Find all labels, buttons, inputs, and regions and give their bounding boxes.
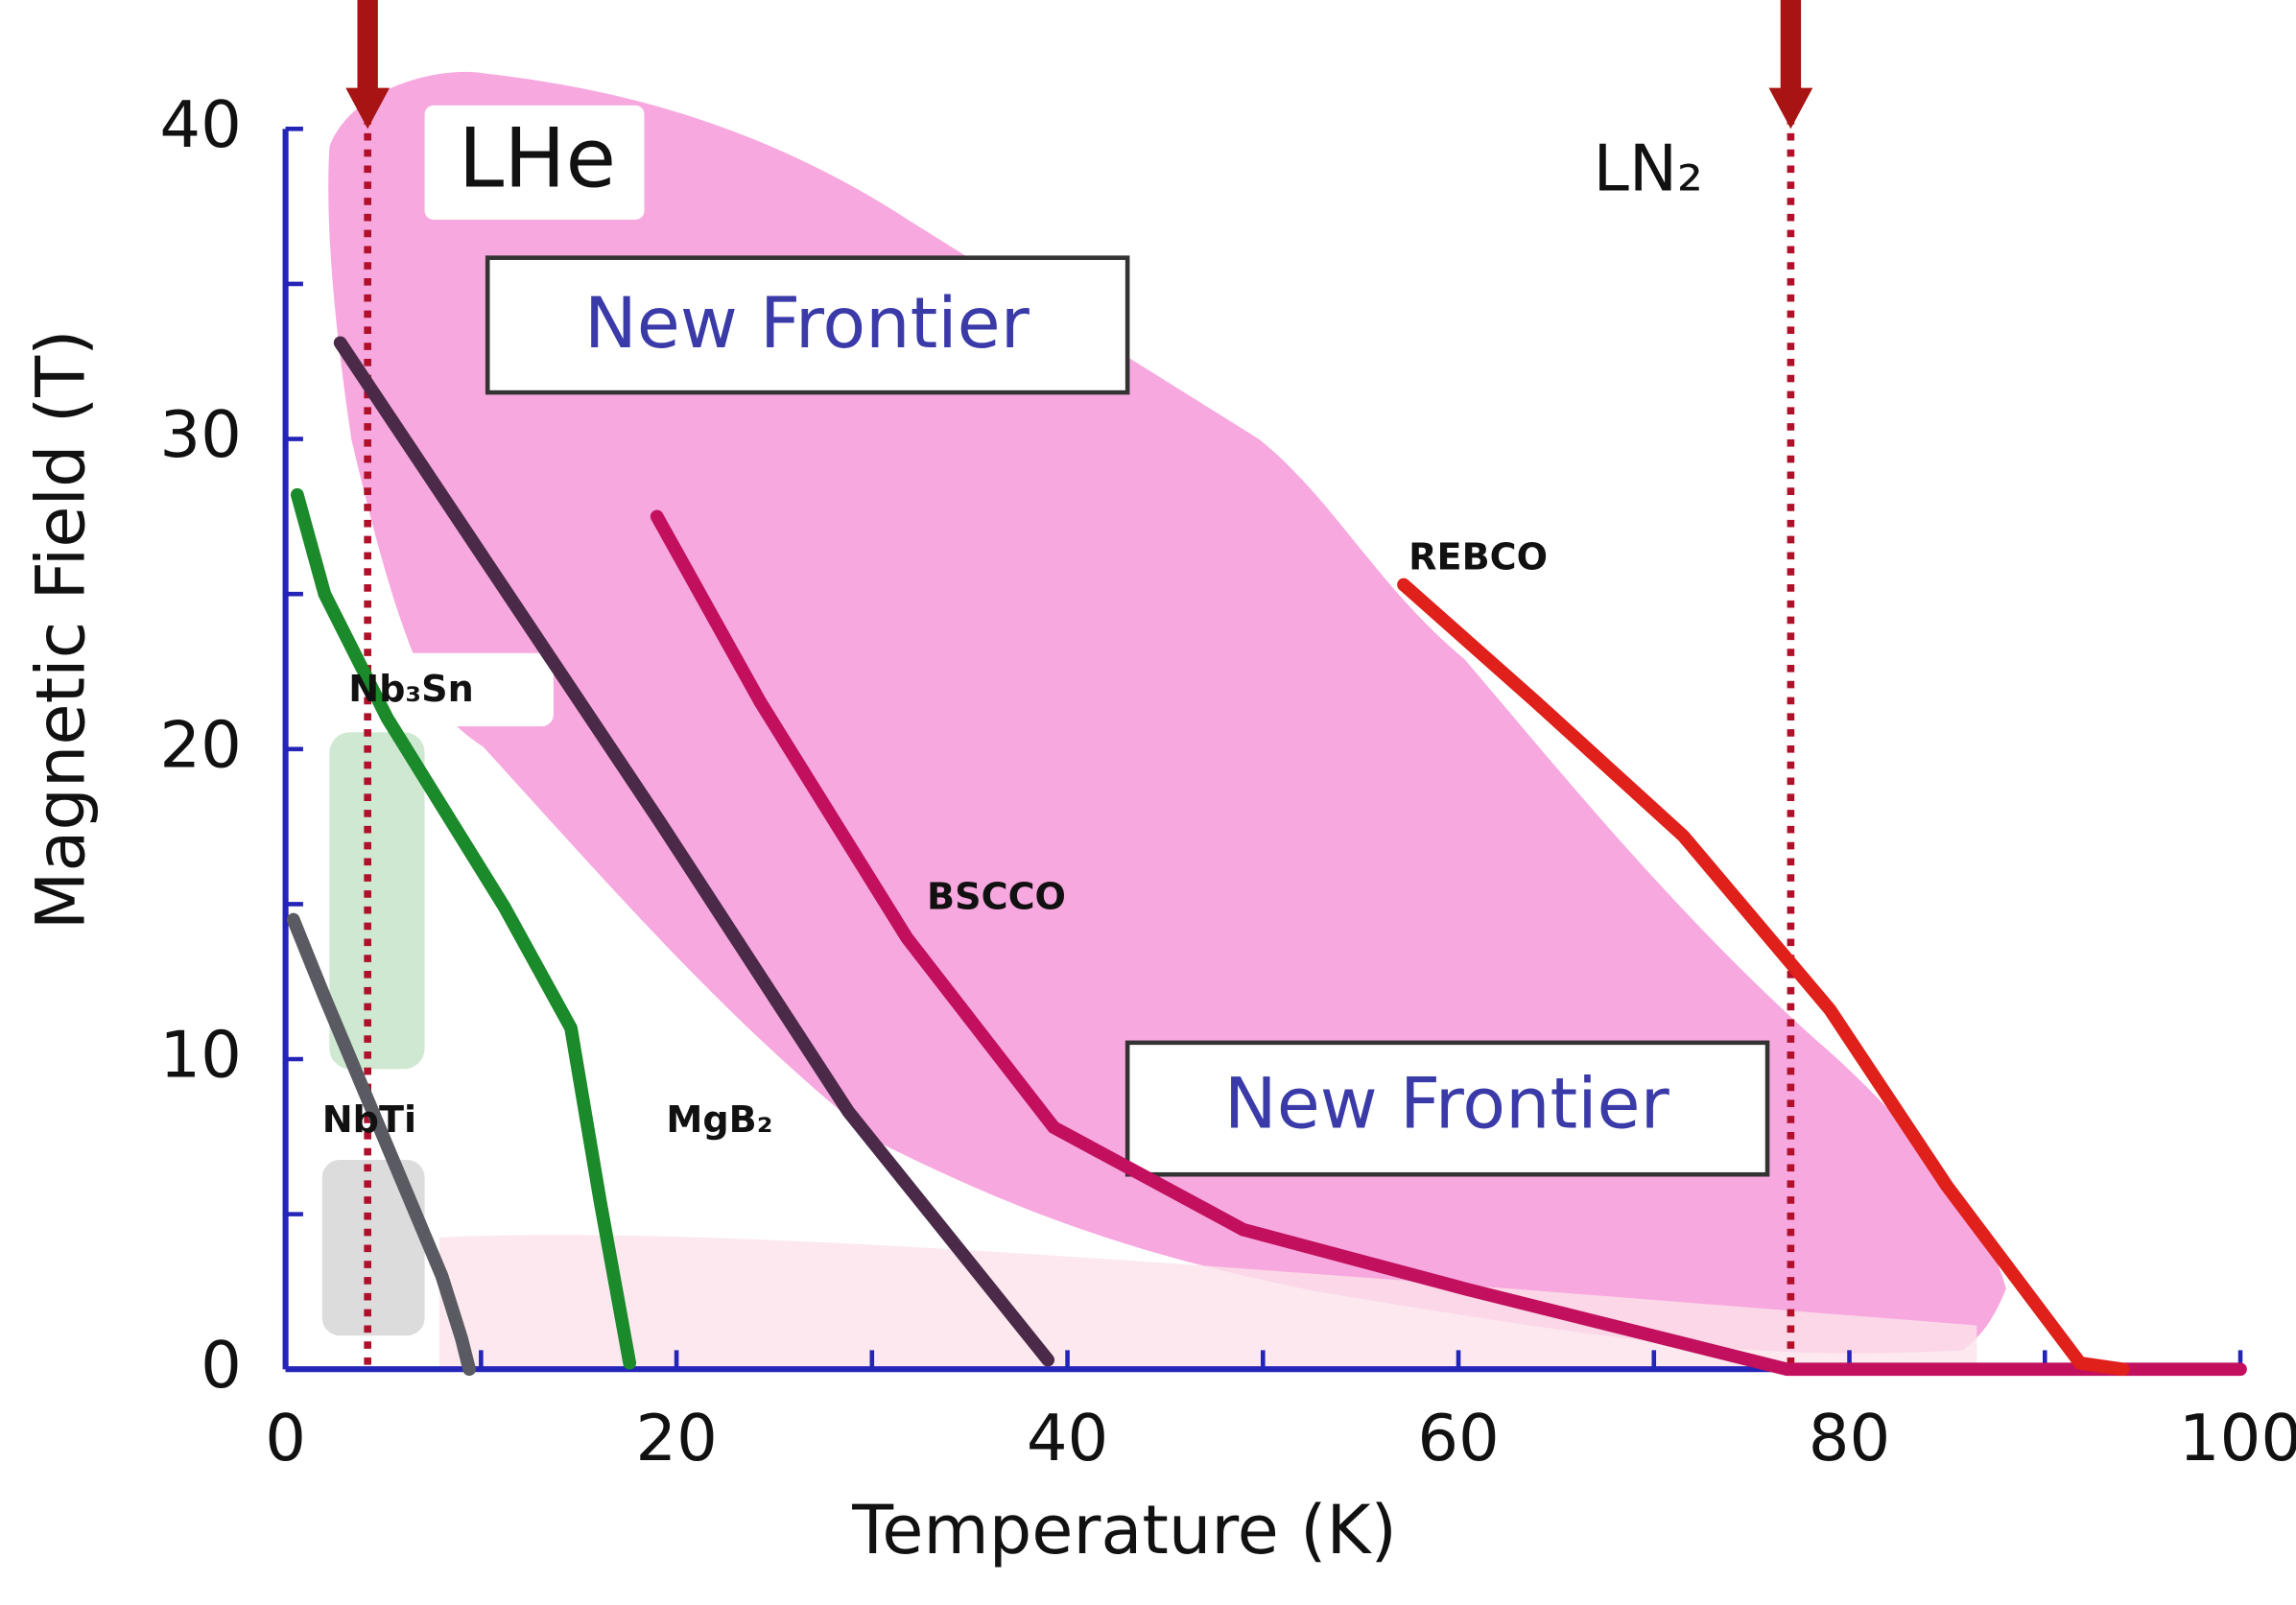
y-tick-label: 30 xyxy=(159,397,241,472)
series-line xyxy=(290,487,637,1370)
reference-arrow xyxy=(1768,0,1813,130)
series-line xyxy=(650,509,2247,1377)
nb3sn-shade xyxy=(329,732,425,1070)
y-tick-label: 40 xyxy=(159,87,241,162)
series-label: Nb₃Sn xyxy=(348,668,474,710)
series-label: MgB₂ xyxy=(666,1098,772,1141)
y-tick-label: 20 xyxy=(159,707,241,782)
x-tick-label: 80 xyxy=(1809,1401,1890,1475)
low-field-band xyxy=(438,1235,1977,1370)
series-line xyxy=(1397,578,2130,1377)
x-tick-label: 60 xyxy=(1417,1401,1499,1475)
series-line xyxy=(333,336,1055,1367)
y-tick-label: 10 xyxy=(159,1018,241,1093)
x-tick-label: 40 xyxy=(1027,1401,1108,1475)
nbti-shade xyxy=(321,1159,425,1336)
region-label: New Frontier xyxy=(584,283,1030,365)
reference-label: LN₂ xyxy=(1593,131,1703,206)
x-tick-label: 20 xyxy=(635,1401,717,1475)
plot-area: 0 20 40 60 80 100 0 10 20 30 40 LHe LN₂ New Frontier N… xyxy=(159,0,2296,1475)
x-tick-label: 0 xyxy=(265,1401,306,1475)
series-label: NbTi xyxy=(322,1098,416,1141)
x-tick-label: 100 xyxy=(2179,1401,2296,1475)
lhe-box xyxy=(424,105,645,220)
y-tick-label: 0 xyxy=(201,1328,242,1403)
reference-arrow xyxy=(345,0,391,130)
series-label: REBCO xyxy=(1408,536,1548,578)
y-axis-title: Magnetic Field (T) xyxy=(22,330,101,931)
frontier-box xyxy=(485,255,1130,395)
frontier-box xyxy=(1124,1040,1770,1177)
x-axis-title: Temperature (K) xyxy=(851,1491,1397,1570)
reference-label: LHe xyxy=(459,111,616,206)
series-label: BSCCO xyxy=(927,876,1066,918)
region-label: New Frontier xyxy=(1224,1064,1670,1145)
series-line xyxy=(286,912,476,1377)
